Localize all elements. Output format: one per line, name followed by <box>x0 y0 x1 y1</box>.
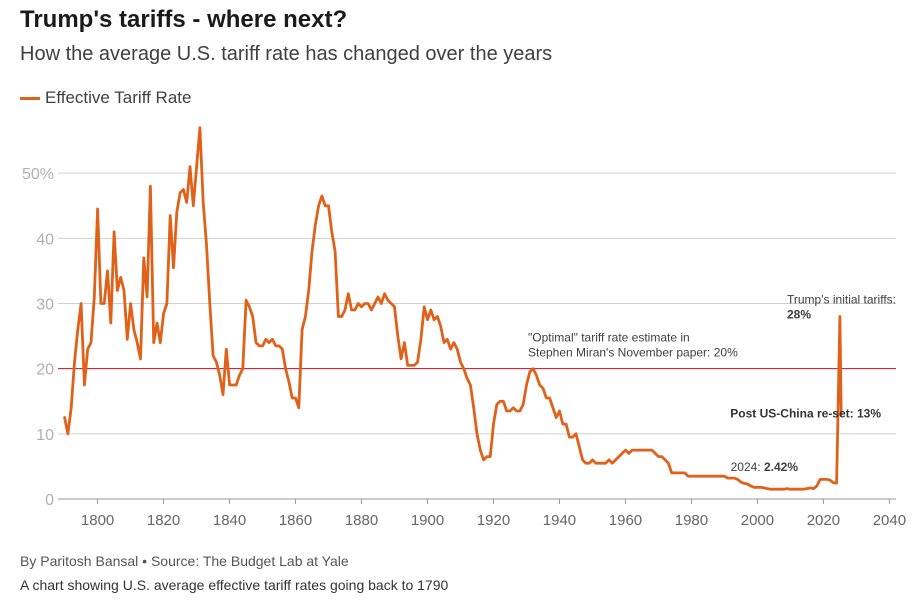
x-tick-label: 1980 <box>675 512 708 529</box>
annotation-line: Trump's initial tariffs: <box>787 293 896 307</box>
annotation-initial-tariffs: Trump's initial tariffs: 28% <box>787 293 896 322</box>
series-line-effective-tariff-rate <box>63 126 843 491</box>
y-tick-label: 40 <box>36 231 54 248</box>
x-tick-label: 1880 <box>345 512 378 529</box>
annotation-line: 28% <box>787 308 811 322</box>
x-tick-label: 2040 <box>873 512 906 529</box>
chart-subtitle: How the average U.S. tariff rate has cha… <box>20 43 553 65</box>
y-tick-label: 30 <box>36 297 54 314</box>
reference-label-line: Stephen Miran's November paper: 20% <box>528 346 738 360</box>
y-tick-label: 10 <box>36 427 54 444</box>
x-tick-label: 1860 <box>279 512 312 529</box>
x-tick-label: 2020 <box>807 512 840 529</box>
legend-label: Effective Tariff Rate <box>45 88 192 107</box>
reference-line-label: "Optimal" tariff rate estimate in Stephen… <box>528 331 738 360</box>
x-tick-label: 1940 <box>543 512 576 529</box>
annotation-2024-value: 2.42% <box>764 460 798 474</box>
reference-label-line: "Optimal" tariff rate estimate in <box>528 331 690 345</box>
axis-labels: 0 10 20 30 40 50% 1800 1820 1840 1860 1880 1900 1920… <box>22 166 906 529</box>
annotation-2024: 2024: 2.42% <box>731 460 799 474</box>
x-tick-label: 1800 <box>81 512 114 529</box>
series-group <box>63 126 843 491</box>
reference-line-group: "Optimal" tariff rate estimate in Stephen… <box>58 331 896 370</box>
legend: Effective Tariff Rate <box>20 88 191 108</box>
tariff-line-chart: "Optimal" tariff rate estimate in Stephen… <box>22 126 906 529</box>
byline-source: By Paritosh Bansal • Source: The Budget … <box>20 553 349 569</box>
x-tick-label: 2000 <box>741 512 774 529</box>
x-tick-label: 1840 <box>213 512 246 529</box>
x-tick-label: 1960 <box>609 512 642 529</box>
y-tick-label: 50% <box>22 166 54 183</box>
chart-caption: A chart showing U.S. average effective t… <box>20 577 449 593</box>
annotation-2024-prefix: 2024: <box>731 460 764 474</box>
gridlines <box>58 172 896 500</box>
annotation-post-reset: Post US-China re-set: 13% <box>730 406 881 420</box>
x-tick-label: 1920 <box>477 512 510 529</box>
annotations: Trump's initial tariffs: 28% Post US-China… <box>730 293 896 475</box>
x-tick-label: 1820 <box>147 512 180 529</box>
x-tick-label: 1900 <box>411 512 444 529</box>
y-tick-label: 0 <box>45 492 54 509</box>
chart-title: Trump's tariffs - where next? <box>20 6 348 33</box>
y-tick-label: 20 <box>36 362 54 379</box>
legend-swatch <box>20 96 40 100</box>
